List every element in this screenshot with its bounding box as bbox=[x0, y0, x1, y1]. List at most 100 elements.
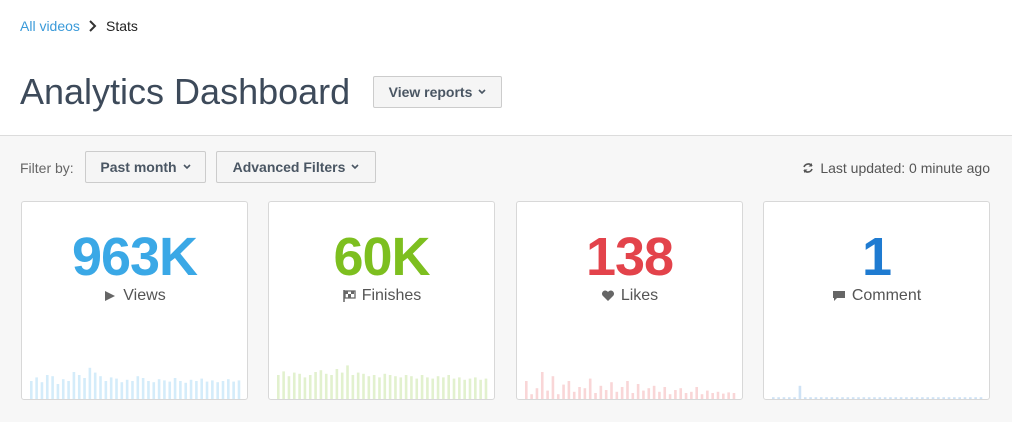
stat-value: 1 bbox=[861, 227, 892, 287]
sparkline-bar bbox=[99, 376, 102, 399]
button-label: Past month bbox=[100, 159, 177, 175]
sparkline-bar bbox=[115, 378, 118, 399]
stat-label-text: Finishes bbox=[361, 287, 422, 304]
sparkline-bar bbox=[809, 397, 812, 399]
sparkline-bar bbox=[825, 397, 828, 399]
sparkline-bar bbox=[690, 391, 693, 399]
sparkline-bar bbox=[793, 397, 796, 399]
sparkline-bar bbox=[356, 372, 360, 399]
sparkline-bar bbox=[147, 381, 150, 399]
stat-label-text: Comment bbox=[851, 287, 922, 304]
button-label: Advanced Filters bbox=[232, 159, 346, 175]
sparkline-bar bbox=[546, 390, 549, 399]
filter-button[interactable]: Advanced Filters bbox=[216, 151, 376, 183]
sparkline-bar bbox=[910, 397, 914, 399]
sparkline-bar bbox=[915, 397, 919, 399]
sparkline-bar bbox=[841, 397, 844, 399]
sparkline-bar bbox=[35, 377, 38, 399]
breadcrumb-current: Stats bbox=[106, 18, 138, 34]
stat-value: 138 bbox=[585, 227, 674, 287]
sparkline-bar bbox=[631, 393, 635, 399]
sparkline-bar bbox=[367, 376, 371, 399]
stat-label: Likes bbox=[517, 287, 742, 305]
sparkline-bar bbox=[615, 391, 619, 399]
sparkline-bar bbox=[830, 397, 834, 399]
status-text: Last updated: 0 minute ago bbox=[820, 160, 990, 176]
sparkline-bar bbox=[979, 397, 983, 399]
sparkline-bar bbox=[120, 382, 124, 399]
sparkline-bar bbox=[83, 378, 86, 399]
sparkline-bar bbox=[184, 382, 188, 399]
sparkline-bar bbox=[447, 375, 450, 399]
header: All videos Stats Analytics Dashboard Vie… bbox=[0, 0, 1012, 136]
sparkline-bar bbox=[308, 375, 312, 399]
filter-label: Filter by: bbox=[20, 160, 74, 176]
stat-icon bbox=[832, 291, 845, 301]
sparkline-bar bbox=[388, 375, 392, 399]
sparkline-bar bbox=[303, 377, 307, 399]
filter-button[interactable]: Past month bbox=[85, 151, 206, 183]
sparkline-bar bbox=[942, 397, 945, 399]
sparkline-bar bbox=[40, 382, 44, 399]
sparkline-bar bbox=[578, 387, 581, 399]
sparkline-bar bbox=[394, 376, 397, 399]
sparkline-bar bbox=[372, 375, 376, 399]
stat-label: Views bbox=[22, 287, 247, 305]
sparkline-bar bbox=[594, 393, 597, 399]
sparkline bbox=[277, 365, 488, 399]
sparkline-bar bbox=[474, 377, 477, 399]
sparkline-bar bbox=[319, 370, 323, 399]
view-reports-button[interactable]: View reports bbox=[373, 76, 502, 108]
sparkline-bar bbox=[969, 397, 972, 399]
sparkline-bar bbox=[556, 394, 560, 399]
stat-value: 60K bbox=[333, 227, 430, 287]
sparkline-bar bbox=[277, 375, 280, 399]
sparkline-bar bbox=[221, 381, 225, 399]
page-title: Analytics Dashboard bbox=[20, 71, 351, 112]
sparkline-bar bbox=[572, 391, 576, 399]
sparkline-bar bbox=[947, 397, 951, 399]
stat-value: 963K bbox=[71, 227, 198, 287]
sparkline-bar bbox=[362, 373, 365, 399]
sparkline-bar bbox=[51, 376, 54, 399]
sparkline-bar bbox=[200, 378, 203, 399]
sparkline-bar bbox=[287, 376, 291, 399]
breadcrumb-link[interactable]: All videos bbox=[20, 18, 80, 34]
sparkline-bar bbox=[722, 393, 725, 399]
sparkline-bar bbox=[772, 397, 775, 399]
sparkline-bar bbox=[846, 397, 850, 399]
sparkline-bar bbox=[189, 379, 193, 399]
sparkline-bar bbox=[674, 390, 677, 399]
stat-label: Comment bbox=[764, 287, 989, 305]
sparkline-bar bbox=[787, 397, 791, 399]
sparkline-bar bbox=[351, 375, 355, 399]
sparkline-bar bbox=[30, 381, 33, 399]
sparkline-bar bbox=[658, 391, 661, 399]
sparkline-bar bbox=[706, 390, 709, 399]
sparkline-bar bbox=[179, 381, 182, 399]
sparkline-bar bbox=[974, 397, 977, 399]
sparkline-bar bbox=[109, 377, 113, 399]
sparkline-bar bbox=[330, 375, 333, 399]
sparkline-bar bbox=[540, 372, 544, 399]
sparkline-bar bbox=[72, 372, 76, 399]
sparkline-bar bbox=[700, 394, 704, 399]
sparkline-bar bbox=[458, 377, 461, 399]
sparkline-bar bbox=[851, 397, 855, 399]
sparkline-bar bbox=[642, 390, 645, 399]
sparkline-bar bbox=[899, 397, 903, 399]
sparkline-bar bbox=[346, 365, 349, 399]
sparkline-bar bbox=[926, 397, 930, 399]
sparkline-bar bbox=[857, 397, 860, 399]
sparkline-bar bbox=[173, 378, 177, 399]
sparkline bbox=[30, 367, 241, 399]
sparkline-bar bbox=[314, 372, 317, 399]
sparkline-bar bbox=[45, 375, 49, 399]
sparkline-bar bbox=[716, 391, 720, 399]
sparkline-bar bbox=[835, 397, 839, 399]
sparkline-bar bbox=[282, 371, 285, 399]
sparkline-bar bbox=[431, 378, 435, 399]
sparkline-bar bbox=[819, 397, 823, 399]
sparkline-bar bbox=[426, 377, 429, 399]
sparkline-bar bbox=[468, 378, 472, 399]
